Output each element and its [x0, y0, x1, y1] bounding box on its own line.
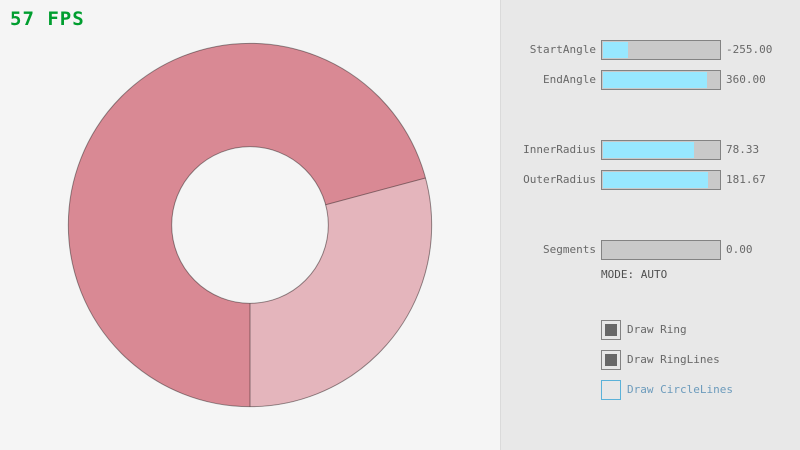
end-angle-value: 360.00	[726, 73, 766, 86]
outer-radius-label: OuterRadius	[523, 173, 596, 186]
outer-radius-value: 181.67	[726, 173, 766, 186]
ring-outer-outline	[67, 42, 433, 408]
segments-label: Segments	[543, 243, 596, 256]
checkbox-row-draw-circlelines: Draw CircleLines	[501, 380, 800, 400]
slider-row-outer-radius: OuterRadius 181.67	[501, 170, 800, 190]
segments-value: 0.00	[726, 243, 753, 256]
outer-radius-slider[interactable]	[601, 170, 721, 190]
checkbox-row-draw-ring: Draw Ring	[501, 320, 800, 340]
start-angle-value: -255.00	[726, 43, 773, 56]
start-angle-slider[interactable]	[601, 40, 721, 60]
slider-row-start-angle: StartAngle -255.00	[501, 40, 800, 60]
slider-fill	[603, 142, 694, 158]
draw-ringlines-checkbox[interactable]	[601, 350, 621, 370]
slider-row-inner-radius: InnerRadius 78.33	[501, 140, 800, 160]
checkmark	[605, 354, 617, 366]
slider-fill	[603, 42, 628, 58]
end-angle-slider[interactable]	[601, 70, 721, 90]
draw-circlelines-label: Draw CircleLines	[627, 383, 733, 396]
draw-ring-label: Draw Ring	[627, 323, 687, 336]
checkmark	[605, 324, 617, 336]
segments-slider[interactable]	[601, 240, 721, 260]
end-angle-label: EndAngle	[543, 73, 596, 86]
slider-row-end-angle: EndAngle 360.00	[501, 70, 800, 90]
draw-circlelines-checkbox[interactable]	[601, 380, 621, 400]
segments-mode-text: MODE: AUTO	[601, 268, 668, 281]
slider-fill	[603, 72, 707, 88]
fps-counter: 57 FPS	[10, 8, 85, 30]
slider-fill	[603, 172, 708, 188]
inner-radius-value: 78.33	[726, 143, 760, 156]
inner-radius-slider[interactable]	[601, 140, 721, 160]
ring-end-angle-line	[325, 177, 426, 206]
draw-ring-checkbox[interactable]	[601, 320, 621, 340]
ring-single-pass-sector	[250, 177, 432, 407]
control-panel: StartAngle -255.00 EndAngle 360.00 Inner…	[500, 0, 800, 450]
checkbox-row-draw-ringlines: Draw RingLines	[501, 350, 800, 370]
start-angle-label: StartAngle	[529, 43, 596, 56]
slider-row-segments: Segments 0.00	[501, 240, 800, 260]
inner-radius-label: InnerRadius	[523, 143, 596, 156]
draw-ringlines-label: Draw RingLines	[627, 353, 720, 366]
ring-inner-outline	[171, 146, 329, 304]
